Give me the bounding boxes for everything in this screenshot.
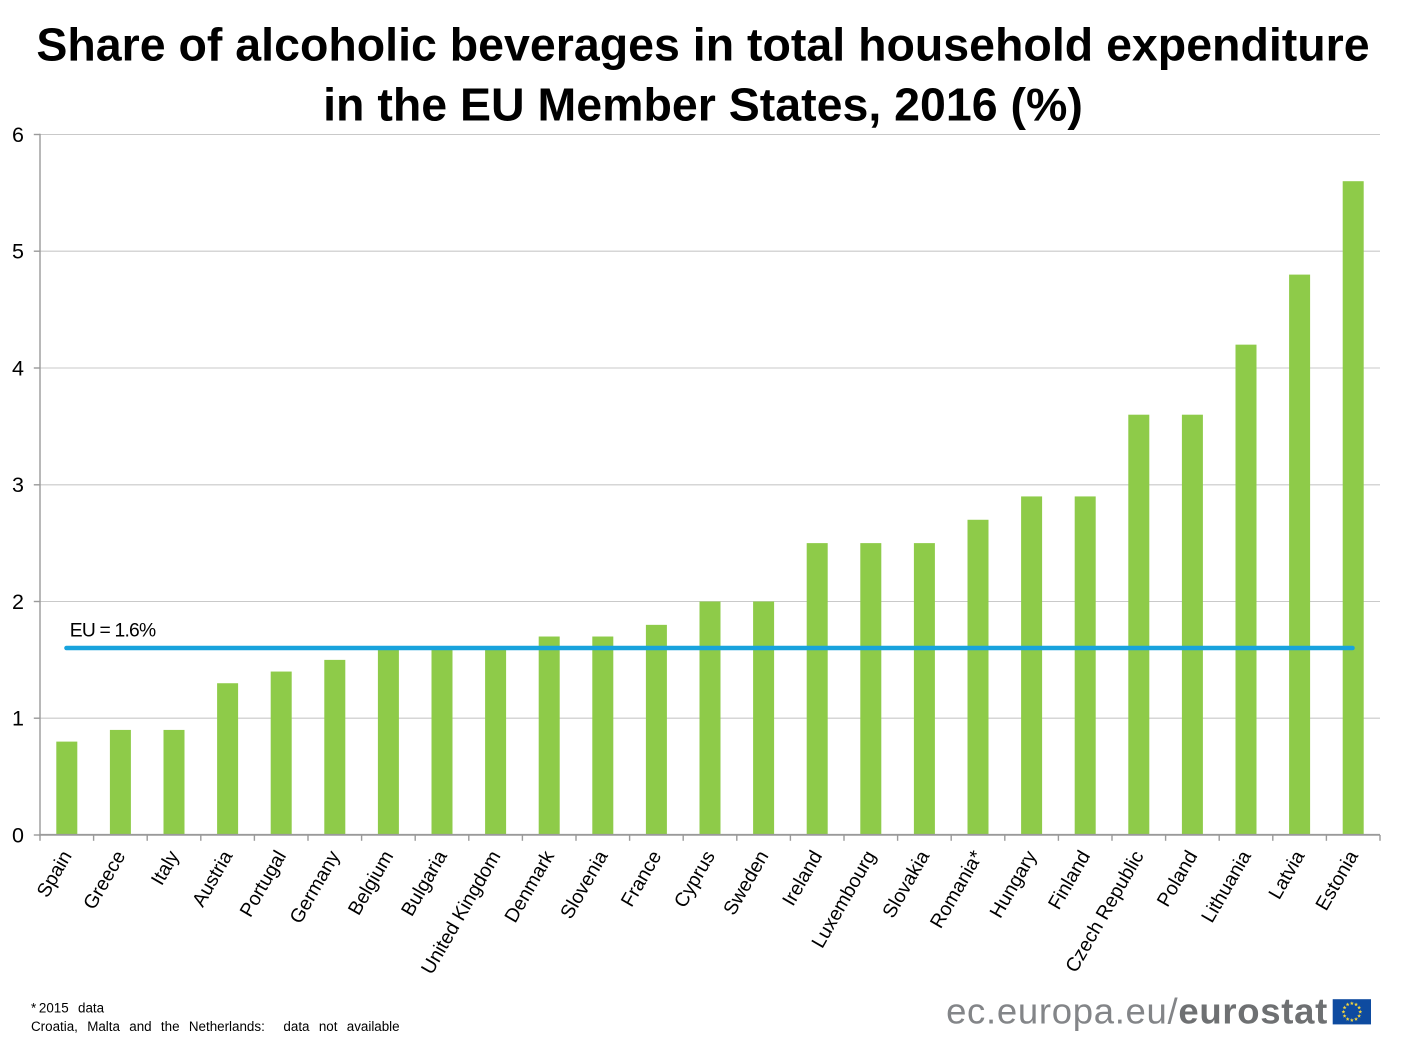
svg-text:1: 1 [12,707,24,731]
svg-text:6: 6 [12,123,24,147]
svg-text:in the EU Member States, 2016: in the EU Member States, 2016 (%) [323,79,1083,131]
svg-text:* 2015 data: * 2015 data [31,1001,105,1016]
svg-text:5: 5 [12,240,24,264]
svg-text:3: 3 [12,473,24,497]
svg-text:Share of alcoholic beverages i: Share of alcoholic beverages in total ho… [36,19,1369,71]
svg-text:0: 0 [12,823,24,847]
svg-text:4: 4 [12,356,24,380]
svg-text:ec.europa.eu/eurostat: ec.europa.eu/eurostat [946,991,1328,1032]
svg-text:2: 2 [12,590,24,614]
svg-text:Croatia, Malta and the Netherl: Croatia, Malta and the Netherlands: data… [31,1019,400,1034]
svg-text:EU = 1.6%: EU = 1.6% [70,621,156,642]
